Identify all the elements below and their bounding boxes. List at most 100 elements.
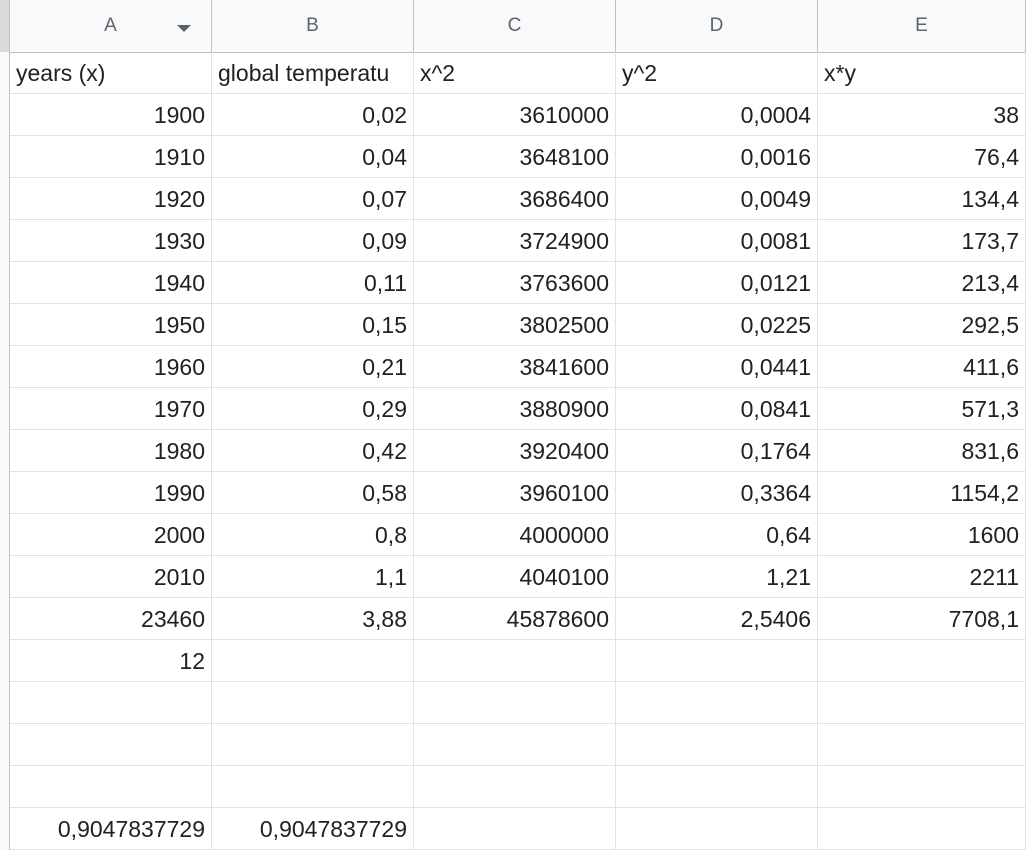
cell-a[interactable]: 1930 — [10, 220, 212, 262]
cell-c[interactable]: 3841600 — [414, 346, 616, 388]
cell-a[interactable]: 1970 — [10, 388, 212, 430]
row-header[interactable] — [0, 640, 10, 682]
cell-e[interactable]: 292,5 — [818, 304, 1026, 346]
cell-a[interactable]: 23460 — [10, 598, 212, 640]
cell-c[interactable]: 45878600 — [414, 598, 616, 640]
cell-c[interactable] — [414, 766, 616, 808]
cell-d[interactable]: 0,0004 — [616, 94, 818, 136]
cell-b[interactable]: 3,88 — [212, 598, 414, 640]
cell-e[interactable]: 571,3 — [818, 388, 1026, 430]
cell-d[interactable]: 0,0841 — [616, 388, 818, 430]
cell-a[interactable]: 1910 — [10, 136, 212, 178]
cell-e[interactable] — [818, 724, 1026, 766]
cell-b[interactable]: 0,21 — [212, 346, 414, 388]
cell-c[interactable]: 4000000 — [414, 514, 616, 556]
row-header[interactable] — [0, 682, 10, 724]
cell-c[interactable]: 3724900 — [414, 220, 616, 262]
cell-e[interactable]: 7708,1 — [818, 598, 1026, 640]
cell-d[interactable]: 1,21 — [616, 556, 818, 598]
cell-b[interactable]: 1,1 — [212, 556, 414, 598]
cell-e[interactable]: 2211 — [818, 556, 1026, 598]
cell-a[interactable] — [10, 682, 212, 724]
column-header-d[interactable]: D — [616, 0, 818, 52]
cell-d-header[interactable]: y^2 — [616, 52, 818, 94]
cell-c[interactable] — [414, 808, 616, 850]
cell-e[interactable]: 213,4 — [818, 262, 1026, 304]
cell-c[interactable]: 3610000 — [414, 94, 616, 136]
cell-c[interactable] — [414, 682, 616, 724]
row-header[interactable] — [0, 136, 10, 178]
cell-c[interactable] — [414, 640, 616, 682]
cell-b[interactable]: 0,9047837729 — [212, 808, 414, 850]
cell-d[interactable] — [616, 682, 818, 724]
cell-d[interactable]: 0,0081 — [616, 220, 818, 262]
cell-e[interactable]: 411,6 — [818, 346, 1026, 388]
cell-b[interactable]: 0,15 — [212, 304, 414, 346]
row-header[interactable] — [0, 766, 10, 808]
cell-e[interactable]: 173,7 — [818, 220, 1026, 262]
cell-d[interactable]: 0,0225 — [616, 304, 818, 346]
cell-b[interactable]: 0,8 — [212, 514, 414, 556]
cell-c[interactable]: 3648100 — [414, 136, 616, 178]
cell-e[interactable]: 1600 — [818, 514, 1026, 556]
row-header[interactable] — [0, 472, 10, 514]
cell-a[interactable]: 1990 — [10, 472, 212, 514]
column-header-b[interactable]: B — [212, 0, 414, 52]
cell-e[interactable] — [818, 682, 1026, 724]
column-header-c[interactable]: C — [414, 0, 616, 52]
cell-b[interactable]: 0,02 — [212, 94, 414, 136]
cell-d[interactable]: 0,0049 — [616, 178, 818, 220]
cell-b[interactable] — [212, 682, 414, 724]
row-header[interactable] — [0, 724, 10, 766]
cell-c[interactable]: 3763600 — [414, 262, 616, 304]
cell-d[interactable]: 0,0121 — [616, 262, 818, 304]
cell-b[interactable] — [212, 640, 414, 682]
row-header[interactable] — [0, 598, 10, 640]
cell-c[interactable]: 3880900 — [414, 388, 616, 430]
cell-d[interactable]: 0,1764 — [616, 430, 818, 472]
cell-e[interactable] — [818, 808, 1026, 850]
cell-d[interactable] — [616, 766, 818, 808]
cell-c[interactable]: 3802500 — [414, 304, 616, 346]
cell-c[interactable] — [414, 724, 616, 766]
cell-d[interactable]: 0,0441 — [616, 346, 818, 388]
cell-a[interactable]: 2000 — [10, 514, 212, 556]
cell-e[interactable] — [818, 640, 1026, 682]
cell-a[interactable]: 2010 — [10, 556, 212, 598]
dropdown-arrow-icon[interactable] — [177, 25, 191, 32]
cell-c[interactable]: 3960100 — [414, 472, 616, 514]
row-header[interactable] — [0, 514, 10, 556]
row-header[interactable] — [0, 556, 10, 598]
cell-b-header[interactable]: global temperatu — [212, 52, 414, 94]
cell-b[interactable] — [212, 766, 414, 808]
row-header[interactable] — [0, 430, 10, 472]
cell-b[interactable]: 0,04 — [212, 136, 414, 178]
cell-e[interactable]: 831,6 — [818, 430, 1026, 472]
cell-a[interactable] — [10, 724, 212, 766]
cell-c[interactable]: 3686400 — [414, 178, 616, 220]
cell-d[interactable]: 2,5406 — [616, 598, 818, 640]
cell-a[interactable]: 1920 — [10, 178, 212, 220]
column-header-e[interactable]: E — [818, 0, 1026, 52]
cell-e[interactable] — [818, 766, 1026, 808]
cell-a[interactable]: 1940 — [10, 262, 212, 304]
cell-e[interactable]: 1154,2 — [818, 472, 1026, 514]
row-header[interactable] — [0, 304, 10, 346]
row-header[interactable] — [0, 220, 10, 262]
cell-d[interactable]: 0,64 — [616, 514, 818, 556]
cell-a[interactable]: 12 — [10, 640, 212, 682]
row-header[interactable] — [0, 808, 10, 850]
cell-c[interactable]: 4040100 — [414, 556, 616, 598]
cell-b[interactable]: 0,07 — [212, 178, 414, 220]
cell-e-header[interactable]: x*y — [818, 52, 1026, 94]
cell-a[interactable]: 0,9047837729 — [10, 808, 212, 850]
row-header[interactable] — [0, 388, 10, 430]
cell-c-header[interactable]: x^2 — [414, 52, 616, 94]
cell-d[interactable]: 0,3364 — [616, 472, 818, 514]
cell-e[interactable]: 38 — [818, 94, 1026, 136]
cell-b[interactable]: 0,29 — [212, 388, 414, 430]
cell-b[interactable]: 0,09 — [212, 220, 414, 262]
cell-a-header[interactable]: years (x) — [10, 52, 212, 94]
cell-a[interactable]: 1980 — [10, 430, 212, 472]
row-header[interactable] — [0, 178, 10, 220]
